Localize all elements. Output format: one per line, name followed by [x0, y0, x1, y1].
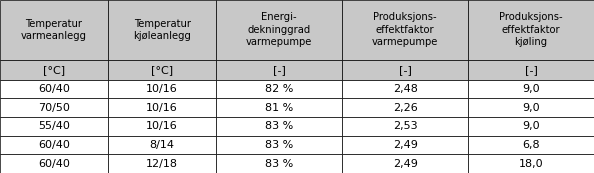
Text: 2,53: 2,53 — [393, 121, 418, 131]
Bar — [342, 98, 468, 117]
Bar — [468, 60, 594, 80]
Text: Temperatur
varmeanlegg: Temperatur varmeanlegg — [21, 19, 87, 41]
Bar — [216, 117, 342, 136]
Bar — [108, 117, 216, 136]
Bar — [468, 117, 594, 136]
Bar — [0, 117, 108, 136]
Text: 60/40: 60/40 — [38, 140, 70, 150]
Bar — [0, 136, 108, 154]
Bar — [108, 136, 216, 154]
Text: 2,49: 2,49 — [393, 140, 418, 150]
Text: 55/40: 55/40 — [38, 121, 70, 131]
Text: 9,0: 9,0 — [522, 103, 540, 113]
Text: 70/50: 70/50 — [38, 103, 70, 113]
Bar — [108, 154, 216, 173]
Bar — [342, 117, 468, 136]
Bar — [0, 154, 108, 173]
Text: 18,0: 18,0 — [519, 159, 544, 169]
Text: 8/14: 8/14 — [150, 140, 175, 150]
Bar — [108, 60, 216, 80]
Bar — [0, 98, 108, 117]
Bar — [342, 136, 468, 154]
Text: 83 %: 83 % — [265, 121, 293, 131]
Text: [-]: [-] — [399, 65, 412, 75]
Bar — [108, 0, 216, 60]
Text: [-]: [-] — [525, 65, 538, 75]
Bar — [342, 80, 468, 98]
Text: Energi-
dekninggrad
varmepumpe: Energi- dekninggrad varmepumpe — [246, 12, 312, 47]
Text: 2,49: 2,49 — [393, 159, 418, 169]
Bar — [342, 0, 468, 60]
Bar — [468, 0, 594, 60]
Bar — [468, 136, 594, 154]
Bar — [468, 98, 594, 117]
Text: 10/16: 10/16 — [146, 121, 178, 131]
Text: 2,48: 2,48 — [393, 84, 418, 94]
Text: Produksjons-
effektfaktor
varmepumpe: Produksjons- effektfaktor varmepumpe — [372, 12, 438, 47]
Bar — [216, 60, 342, 80]
Text: 82 %: 82 % — [265, 84, 293, 94]
Text: 2,26: 2,26 — [393, 103, 418, 113]
Bar — [216, 80, 342, 98]
Text: 12/18: 12/18 — [146, 159, 178, 169]
Bar — [216, 98, 342, 117]
Text: 10/16: 10/16 — [146, 84, 178, 94]
Bar — [216, 0, 342, 60]
Bar — [0, 80, 108, 98]
Bar — [108, 80, 216, 98]
Text: 60/40: 60/40 — [38, 159, 70, 169]
Text: 83 %: 83 % — [265, 159, 293, 169]
Text: 6,8: 6,8 — [522, 140, 540, 150]
Bar — [468, 80, 594, 98]
Text: 9,0: 9,0 — [522, 121, 540, 131]
Text: 60/40: 60/40 — [38, 84, 70, 94]
Text: [°C]: [°C] — [151, 65, 173, 75]
Text: Temperatur
kjøleanlegg: Temperatur kjøleanlegg — [133, 19, 191, 41]
Bar — [0, 60, 108, 80]
Bar — [468, 154, 594, 173]
Text: Produksjons-
effektfaktor
kjøling: Produksjons- effektfaktor kjøling — [499, 12, 563, 47]
Text: 83 %: 83 % — [265, 140, 293, 150]
Bar — [342, 60, 468, 80]
Bar — [216, 136, 342, 154]
Text: 81 %: 81 % — [265, 103, 293, 113]
Text: [-]: [-] — [273, 65, 286, 75]
Bar — [342, 154, 468, 173]
Bar — [0, 0, 108, 60]
Text: 9,0: 9,0 — [522, 84, 540, 94]
Bar — [216, 154, 342, 173]
Bar — [108, 98, 216, 117]
Text: 10/16: 10/16 — [146, 103, 178, 113]
Text: [°C]: [°C] — [43, 65, 65, 75]
